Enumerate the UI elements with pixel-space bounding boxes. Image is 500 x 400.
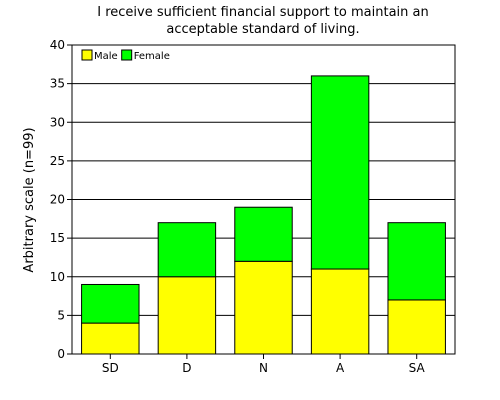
bar-sd-female [81,283,140,324]
bars [81,75,446,355]
legend-label-female: Female [134,51,170,62]
legend-label-male: Male [94,51,118,62]
bar-sa-male [387,299,446,355]
y-axis-label: Arbitrary scale (n=99) [22,127,37,272]
y-tick-label-2: 10 [50,270,65,284]
y-tick-label-6: 30 [50,115,65,129]
bar-a-male [310,268,370,355]
y-tick-label-5: 25 [50,154,65,168]
bar-d-male [157,276,217,355]
x-tick-label-4: SA [409,361,426,375]
bar-sa-female [387,222,446,301]
y-tick-label-3: 15 [50,231,65,245]
y-tick-label-7: 35 [50,77,65,91]
x-tick-label-3: A [336,361,345,375]
chart-title-line-1: I receive sufficient financial support t… [97,5,428,20]
y-axis-ticks: 0 5 10 15 20 25 30 35 40 [50,38,72,361]
x-axis-ticks: SD D N A SA [102,354,426,375]
bar-n-female [234,206,293,262]
y-tick-label-8: 40 [50,38,65,52]
plot-frame [71,44,456,355]
bar-sd-male [81,322,140,355]
legend-swatch-male [81,49,93,61]
y-tick-label-0: 0 [57,347,65,361]
x-tick-label-1: D [182,361,191,375]
legend: Male Female [81,49,170,62]
chart-title-line-2: acceptable standard of living. [166,22,359,37]
bar-a-female [310,75,370,270]
bar-d-female [157,222,217,278]
legend-swatch-female [121,49,133,61]
bar-n-male [234,260,293,355]
x-tick-label-0: SD [102,361,119,375]
y-tick-label-1: 5 [57,308,65,322]
y-tick-label-4: 20 [50,193,65,207]
x-tick-label-2: N [259,361,268,375]
